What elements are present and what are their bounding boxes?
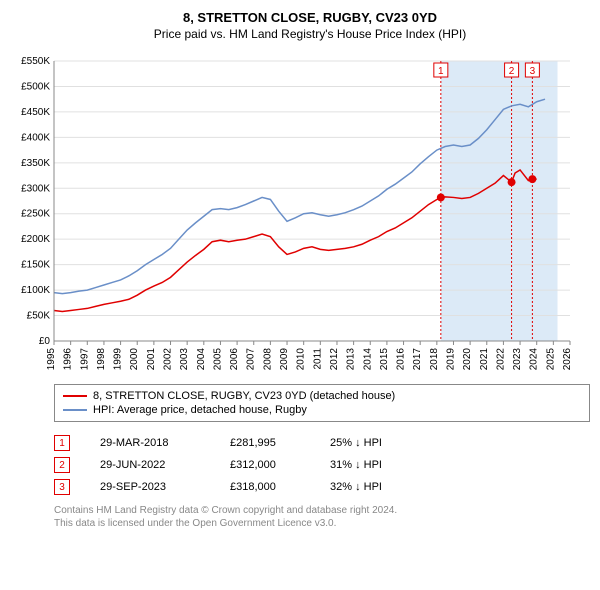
svg-text:£200K: £200K	[21, 234, 50, 245]
svg-text:2002: 2002	[163, 348, 174, 371]
svg-text:£350K: £350K	[21, 158, 50, 169]
sale-hpi-diff: 25% ↓ HPI	[330, 437, 410, 449]
svg-text:£450K: £450K	[21, 107, 50, 118]
svg-text:2001: 2001	[146, 348, 157, 371]
svg-text:2012: 2012	[329, 348, 340, 371]
legend-item: HPI: Average price, detached house, Rugb…	[63, 403, 581, 417]
svg-text:2021: 2021	[479, 348, 490, 371]
svg-text:2024: 2024	[529, 348, 540, 371]
sale-row: 2 29-JUN-2022 £312,000 31% ↓ HPI	[54, 454, 590, 476]
sale-price: £281,995	[230, 437, 300, 449]
chart-svg: £0 £50K £100K £150K £200K £250K £300K £350K £400…	[10, 51, 590, 371]
svg-text:2000: 2000	[129, 348, 140, 371]
svg-text:2017: 2017	[412, 348, 423, 371]
svg-text:2025: 2025	[545, 348, 556, 371]
sale-hpi-diff: 31% ↓ HPI	[330, 459, 410, 471]
legend-swatch	[63, 409, 87, 411]
svg-text:2018: 2018	[429, 348, 440, 371]
svg-text:1999: 1999	[113, 348, 124, 371]
svg-text:1: 1	[438, 66, 444, 77]
legend-label: 8, STRETTON CLOSE, RUGBY, CV23 0YD (deta…	[93, 390, 395, 402]
sales-table: 1 29-MAR-2018 £281,995 25% ↓ HPI 2 29-JUN-202…	[54, 432, 590, 498]
svg-text:£50K: £50K	[27, 311, 51, 322]
svg-text:£150K: £150K	[21, 260, 50, 271]
footer-line-2: This data is licensed under the Open Gov…	[54, 517, 590, 530]
svg-text:2016: 2016	[396, 348, 407, 371]
svg-text:£0: £0	[39, 336, 51, 347]
sale-price: £318,000	[230, 481, 300, 493]
svg-text:2009: 2009	[279, 348, 290, 371]
sale-date: 29-SEP-2023	[100, 481, 200, 493]
sale-hpi-diff: 32% ↓ HPI	[330, 481, 410, 493]
sale-date: 29-MAR-2018	[100, 437, 200, 449]
svg-text:2005: 2005	[212, 348, 223, 371]
svg-text:£400K: £400K	[21, 132, 50, 143]
svg-text:2003: 2003	[179, 348, 190, 371]
chart-area: £0 £50K £100K £150K £200K £250K £300K £350K £400…	[10, 51, 600, 376]
legend-swatch	[63, 395, 87, 397]
svg-text:3: 3	[530, 66, 536, 77]
legend-item: 8, STRETTON CLOSE, RUGBY, CV23 0YD (deta…	[63, 389, 581, 403]
svg-text:2023: 2023	[512, 348, 523, 371]
svg-text:1997: 1997	[79, 348, 90, 371]
svg-text:£250K: £250K	[21, 209, 50, 220]
svg-text:2010: 2010	[296, 348, 307, 371]
svg-text:2026: 2026	[562, 348, 573, 371]
chart-title: 8, STRETTON CLOSE, RUGBY, CV23 0YD	[10, 10, 600, 25]
sale-marker-number: 1	[54, 435, 70, 451]
svg-text:2006: 2006	[229, 348, 240, 371]
footer-line-1: Contains HM Land Registry data © Crown c…	[54, 504, 590, 517]
svg-text:£100K: £100K	[21, 285, 50, 296]
sale-row: 1 29-MAR-2018 £281,995 25% ↓ HPI	[54, 432, 590, 454]
svg-text:2015: 2015	[379, 348, 390, 371]
svg-text:£550K: £550K	[21, 56, 50, 67]
chart-subtitle: Price paid vs. HM Land Registry's House …	[10, 27, 600, 41]
sale-price: £312,000	[230, 459, 300, 471]
svg-text:1995: 1995	[46, 348, 57, 371]
svg-text:2007: 2007	[246, 348, 257, 371]
footer-attribution: Contains HM Land Registry data © Crown c…	[54, 504, 590, 530]
svg-text:2008: 2008	[262, 348, 273, 371]
sale-marker-number: 2	[54, 457, 70, 473]
legend-label: HPI: Average price, detached house, Rugb…	[93, 404, 307, 416]
legend: 8, STRETTON CLOSE, RUGBY, CV23 0YD (deta…	[54, 384, 590, 422]
svg-text:2020: 2020	[462, 348, 473, 371]
sale-row: 3 29-SEP-2023 £318,000 32% ↓ HPI	[54, 476, 590, 498]
svg-text:1996: 1996	[63, 348, 74, 371]
sale-marker-number: 3	[54, 479, 70, 495]
svg-text:£300K: £300K	[21, 183, 50, 194]
svg-text:2013: 2013	[346, 348, 357, 371]
svg-text:1998: 1998	[96, 348, 107, 371]
svg-text:£500K: £500K	[21, 81, 50, 92]
svg-text:2019: 2019	[445, 348, 456, 371]
sale-date: 29-JUN-2022	[100, 459, 200, 471]
svg-text:2011: 2011	[312, 348, 323, 370]
svg-text:2004: 2004	[196, 348, 207, 371]
svg-text:2022: 2022	[495, 348, 506, 371]
svg-text:2: 2	[509, 66, 515, 77]
svg-text:2014: 2014	[362, 348, 373, 371]
